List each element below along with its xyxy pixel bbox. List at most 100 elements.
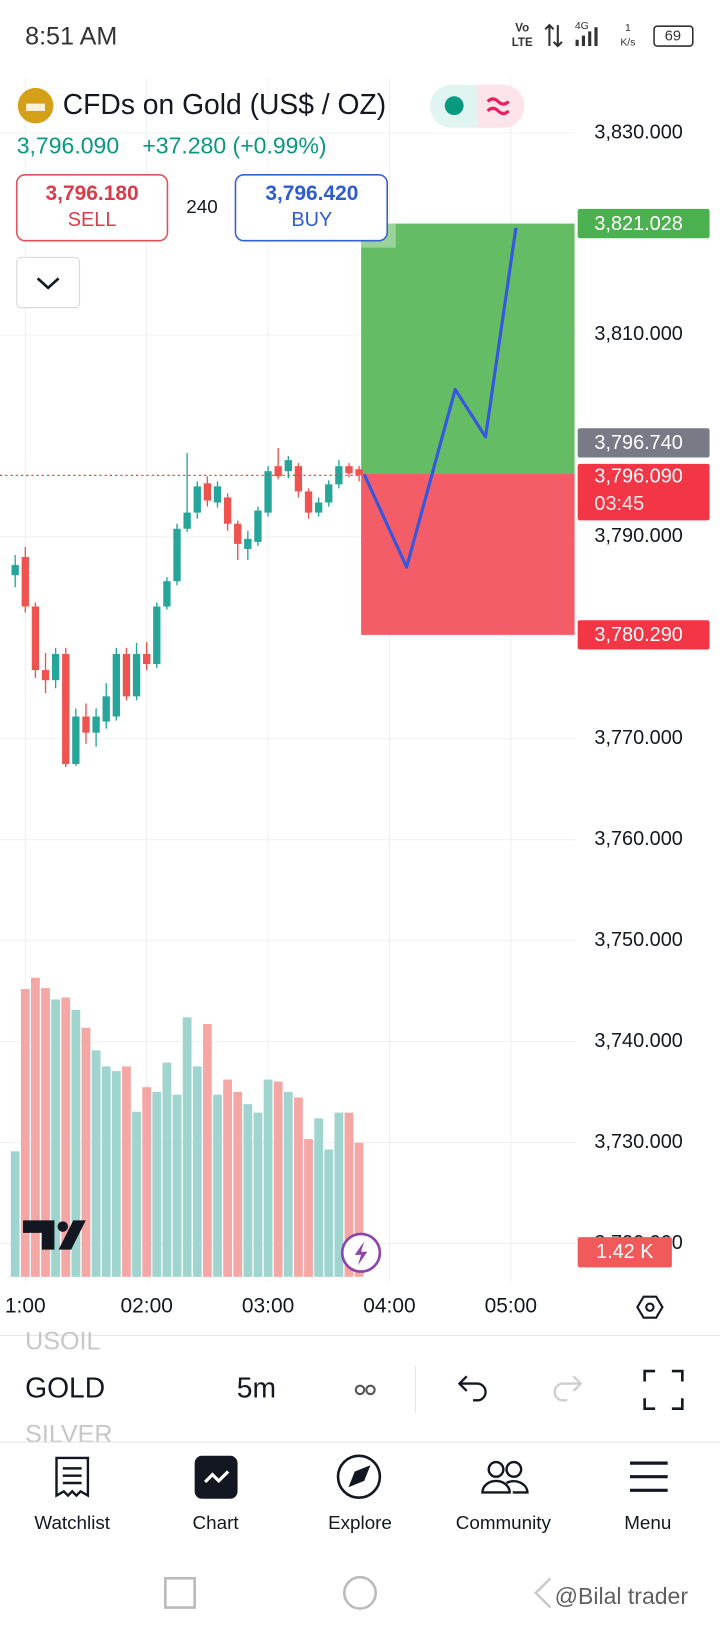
- volume-bar: [71, 1009, 81, 1277]
- nav-label: Explore: [328, 1512, 392, 1533]
- last-price: 3,796.090: [17, 133, 119, 159]
- buy-button[interactable]: [234, 173, 388, 242]
- candle-body: [143, 653, 151, 665]
- nav-community[interactable]: Community: [456, 1460, 552, 1533]
- nav-explore[interactable]: Explore: [328, 1454, 392, 1533]
- candle-body: [41, 670, 50, 681]
- volte: Vo: [515, 22, 529, 34]
- settings-icon[interactable]: [636, 1295, 664, 1319]
- home-button[interactable]: [342, 1575, 378, 1610]
- back-button[interactable]: [533, 1577, 552, 1609]
- nav-chart[interactable]: Chart: [193, 1455, 240, 1533]
- nav-menu[interactable]: Menu: [624, 1461, 671, 1533]
- candle-body: [183, 512, 191, 529]
- candle-body: [11, 565, 19, 576]
- volume-bar: [243, 1104, 253, 1277]
- volume-bar: [334, 1112, 344, 1277]
- nav-label: Chart: [193, 1512, 240, 1533]
- symbol-next[interactable]: SILVER: [25, 1421, 112, 1449]
- volume-bar: [91, 1050, 101, 1277]
- candle-body: [284, 460, 292, 472]
- volume-bar: [192, 1066, 202, 1277]
- price-tag: [577, 208, 710, 239]
- candle-body: [122, 653, 131, 697]
- countdown: 03:45: [594, 493, 644, 515]
- watchlist-icon: [55, 1456, 90, 1498]
- candle-body: [153, 606, 161, 665]
- volume-bar: [304, 1139, 313, 1277]
- y-tick-label: 3,810.000: [594, 323, 682, 345]
- candle-body: [335, 466, 343, 485]
- candle-body: [234, 523, 242, 544]
- candle-body: [213, 486, 222, 503]
- volume-bar: [223, 1079, 232, 1277]
- speed-unit: K/s: [620, 38, 635, 49]
- collapse-button[interactable]: [16, 256, 81, 309]
- wave-icon: [486, 97, 510, 116]
- volume-bar: [10, 1151, 20, 1277]
- price-tag: [577, 620, 710, 650]
- redo-icon[interactable]: [553, 1375, 583, 1402]
- volume-tag-label: 1.42 K: [596, 1241, 654, 1263]
- current-price-label: 3,796.090: [594, 466, 682, 488]
- price-tag: [577, 428, 710, 458]
- candle-body: [72, 716, 80, 764]
- volume-bar: [253, 1112, 263, 1277]
- nav-label: Community: [456, 1512, 552, 1533]
- candle-body: [203, 483, 212, 501]
- volume-bar: [142, 1087, 152, 1277]
- menu-icon: [630, 1461, 668, 1492]
- sell-price: 3,796.180: [46, 182, 139, 205]
- explore-icon: [336, 1454, 382, 1499]
- y-tick-label: 3,770.000: [594, 727, 682, 749]
- candle-body: [254, 510, 262, 542]
- candle-body: [163, 581, 171, 607]
- x-tick-label: 1:00: [5, 1295, 46, 1318]
- volume-bar: [122, 1066, 131, 1277]
- volte: LTE: [512, 37, 533, 49]
- y-tick-label: 3,790.000: [594, 525, 682, 547]
- fullscreen-icon[interactable]: [643, 1369, 684, 1411]
- candle-body: [244, 538, 252, 549]
- watermark: @Bilal trader: [555, 1583, 689, 1609]
- volume-bar: [61, 997, 71, 1277]
- nav-label: Menu: [624, 1512, 671, 1533]
- symbol-prev[interactable]: USOIL: [25, 1327, 100, 1355]
- volume-bar: [31, 977, 40, 1277]
- volume-bar: [354, 1142, 364, 1277]
- candle-body: [102, 696, 110, 722]
- volume-bar: [172, 1094, 182, 1277]
- sell-button[interactable]: [15, 173, 169, 242]
- symbol-current[interactable]: GOLD: [25, 1371, 105, 1403]
- speed: 1: [625, 23, 631, 34]
- candle-body: [193, 486, 201, 513]
- chart-area: 3,830.000 3,810.000 3,790.000 3,770.000 3,76…: [0, 78, 710, 1318]
- candle-body: [345, 466, 353, 474]
- nav-watchlist[interactable]: Watchlist: [34, 1456, 111, 1533]
- symbol-title[interactable]: CFDs on Gold (US$ / OZ): [63, 88, 386, 120]
- candle-body: [21, 557, 29, 607]
- loss-zone: [361, 473, 575, 635]
- interval[interactable]: 5m: [237, 1371, 276, 1403]
- candle-body: [325, 484, 333, 503]
- x-tick-label: 05:00: [485, 1295, 537, 1318]
- volume-bar: [162, 1062, 172, 1277]
- volume-bar: [101, 1066, 111, 1277]
- candle-body: [92, 716, 100, 733]
- price-tag-label: 3,821.028: [594, 213, 682, 235]
- chart-style-icon[interactable]: [354, 1384, 376, 1396]
- x-tick-label: 02:00: [120, 1295, 172, 1318]
- volume-bar: [213, 1094, 222, 1277]
- spread: 240: [186, 196, 217, 217]
- explore-icon: [348, 1465, 371, 1488]
- recents-button[interactable]: [164, 1576, 196, 1609]
- volume-bar: [132, 1111, 141, 1277]
- volume-tag: [577, 1237, 672, 1268]
- undo-icon[interactable]: [457, 1375, 487, 1402]
- chevron-icon: [36, 277, 60, 290]
- volume-bar: [202, 1023, 212, 1277]
- y-tick-label: 3,830.000: [594, 121, 682, 143]
- candle-body: [112, 653, 120, 717]
